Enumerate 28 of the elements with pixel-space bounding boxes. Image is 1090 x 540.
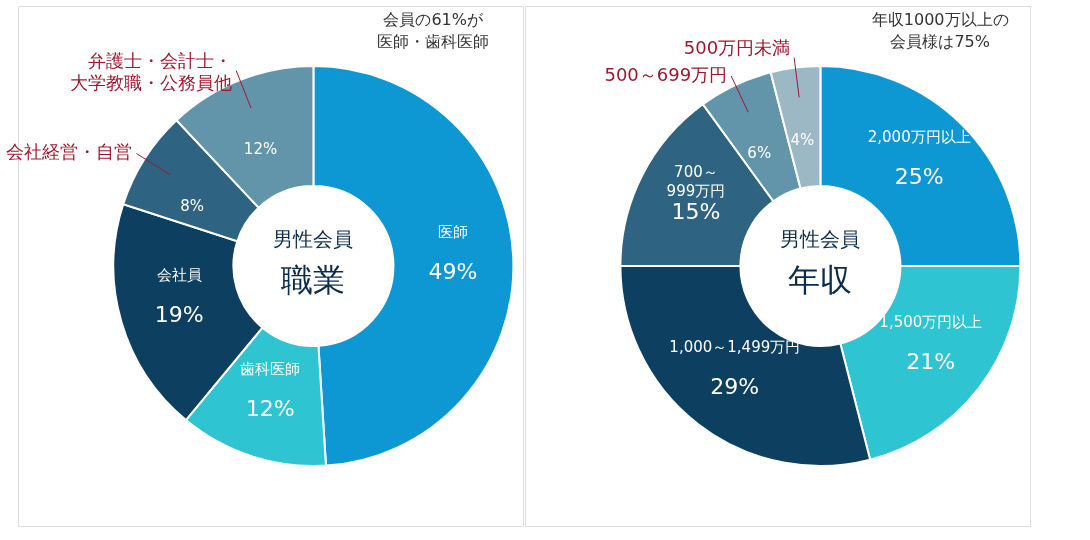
data-label: 12% bbox=[245, 396, 295, 422]
slice-label: 1,000～1,499万円 bbox=[669, 337, 801, 356]
slice-label: 医師 bbox=[438, 222, 469, 241]
data-label: 21% bbox=[906, 348, 956, 374]
data-label: 25% bbox=[894, 164, 944, 190]
slice-label: 500～699万円 bbox=[604, 63, 728, 85]
data-label: 6% bbox=[747, 143, 772, 162]
data-label: 4% bbox=[790, 131, 815, 150]
text: 男性会員 bbox=[780, 227, 861, 251]
text: 年収1000万以上の会員様は75% bbox=[871, 10, 1009, 51]
slice-label: 会社員 bbox=[156, 266, 202, 285]
data-label: 49% bbox=[428, 258, 478, 284]
text: 年収 bbox=[788, 261, 853, 299]
text: 男性会員 bbox=[273, 227, 354, 251]
slice-label: 2,000万円以上 bbox=[867, 128, 971, 147]
text: 職業 bbox=[281, 261, 346, 299]
slice-label: 500万円未満 bbox=[683, 36, 791, 58]
slice-label: 弁護士・会計士・大学教職・公務員他 bbox=[70, 49, 233, 93]
data-label: 12% bbox=[243, 140, 278, 159]
slice-label: 700～999万円 bbox=[666, 163, 726, 201]
slice-label: 1,500万円以上 bbox=[879, 312, 983, 331]
data-label: 29% bbox=[710, 373, 760, 399]
data-label: 19% bbox=[154, 302, 204, 328]
slice-label: 会社経営・自営 bbox=[6, 141, 133, 163]
data-label: 8% bbox=[180, 196, 204, 215]
text: 会員の61%が医師・歯科医師 bbox=[377, 10, 490, 51]
slice-label: 歯科医師 bbox=[240, 360, 301, 379]
data-label: 15% bbox=[671, 199, 721, 225]
